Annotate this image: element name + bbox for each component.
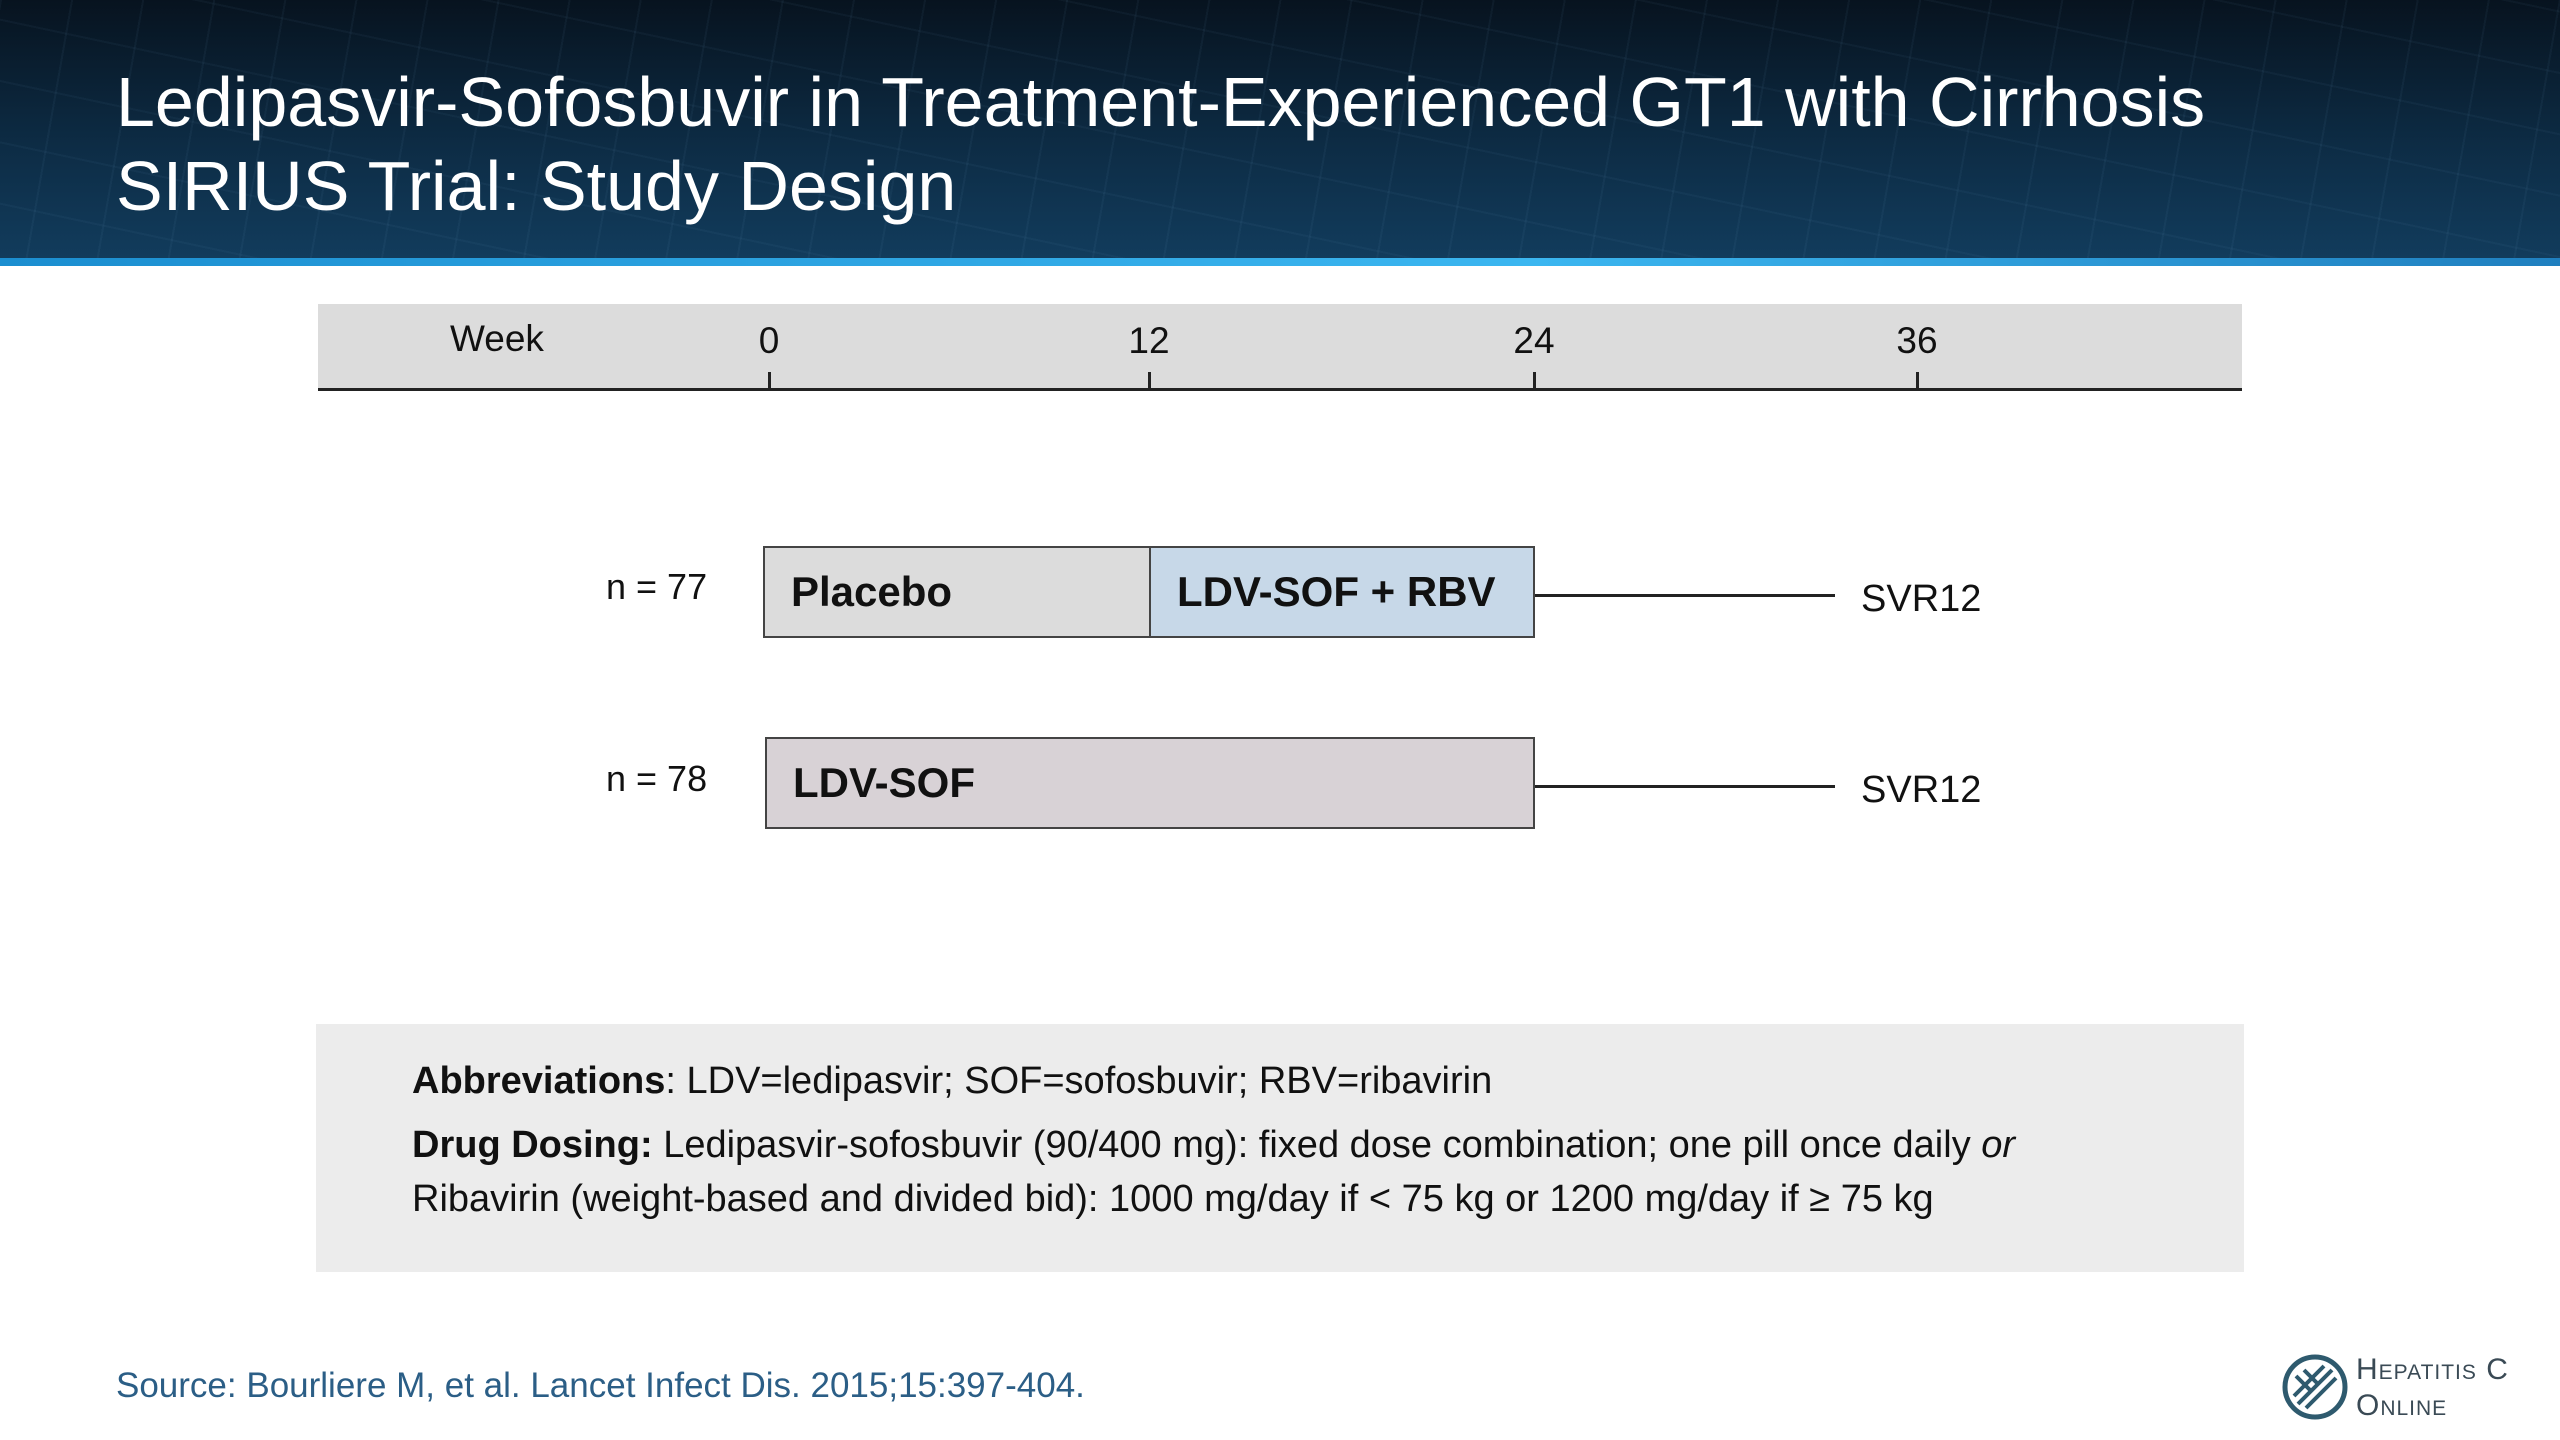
abbreviations-box: Abbreviations: LDV=ledipasvir; SOF=sofos… [316,1024,2244,1272]
drug-dosing-or: or [1981,1124,2016,1166]
arm-2-followup-line [1535,785,1835,788]
tick-mark-week-0 [768,372,771,388]
arm-1-followup-line [1535,594,1835,597]
tick-mark-week-12 [1148,372,1151,388]
drug-dosing-label: Drug Dosing: [412,1124,653,1166]
arm-1-ldv-sof-rbv-box: LDV-SOF + RBV [1149,546,1535,638]
abbreviations-label: Abbreviations [412,1060,666,1102]
tick-mark-week-24 [1533,372,1536,388]
source-citation: Source: Bourliere M, et al. Lancet Infec… [116,1366,1085,1405]
slide-title: Ledipasvir-Sofosbuvir in Treatment-Exper… [116,60,2496,228]
tick-label-week-12: 12 [1128,320,1170,361]
tick-label-week-36: 36 [1896,320,1938,361]
hepatitis-c-online-logo: Hepatitis C Online [2282,1352,2542,1428]
tick-label-week-24: 24 [1513,320,1555,361]
arm-2-ldv-sof-label: LDV-SOF [793,759,976,806]
ribavirin-dosing-text: Ribavirin (weight-based and divided bid)… [412,1178,1934,1220]
timeline-axis [318,304,2242,391]
logo-line-1: Hepatitis C [2356,1353,2509,1386]
arm-1-n-label: n = 77 [606,566,708,607]
arm-2-svr12-label: SVR12 [1861,769,1982,811]
drug-dosing-text: Ledipasvir-sofosbuvir (90/400 mg): fixed… [652,1124,1982,1166]
arm-1-svr12-label: SVR12 [1861,578,1982,620]
hepatitis-c-online-logo-icon [2282,1354,2348,1420]
logo-wordmark: Hepatitis C Online [2356,1352,2509,1424]
abbreviations-text: : LDV=ledipasvir; SOF=sofosbuvir; RBV=ri… [665,1060,1493,1102]
arm-1-ldv-sof-rbv-label: LDV-SOF + RBV [1177,568,1496,615]
arm-2-ldv-sof-box: LDV-SOF [765,737,1535,829]
arm-1-placebo-box: Placebo [763,546,1151,638]
arm-1-placebo-label: Placebo [791,568,953,615]
tick-label-week-0: 0 [758,320,780,361]
slide-title-line-2: SIRIUS Trial: Study Design [116,147,957,225]
arm-2-n-label: n = 78 [606,758,708,799]
drug-dosing-paragraph: Drug Dosing: Ledipasvir-sofosbuvir (90/4… [412,1118,2244,1226]
logo-line-2: Online [2356,1389,2448,1422]
timeline-week-label: Week [450,318,544,359]
slide-header: Ledipasvir-Sofosbuvir in Treatment-Exper… [0,0,2560,266]
slide-title-line-1: Ledipasvir-Sofosbuvir in Treatment-Exper… [116,63,2206,141]
tick-mark-week-36 [1916,372,1919,388]
abbreviations-line: Abbreviations: LDV=ledipasvir; SOF=sofos… [412,1054,2244,1108]
